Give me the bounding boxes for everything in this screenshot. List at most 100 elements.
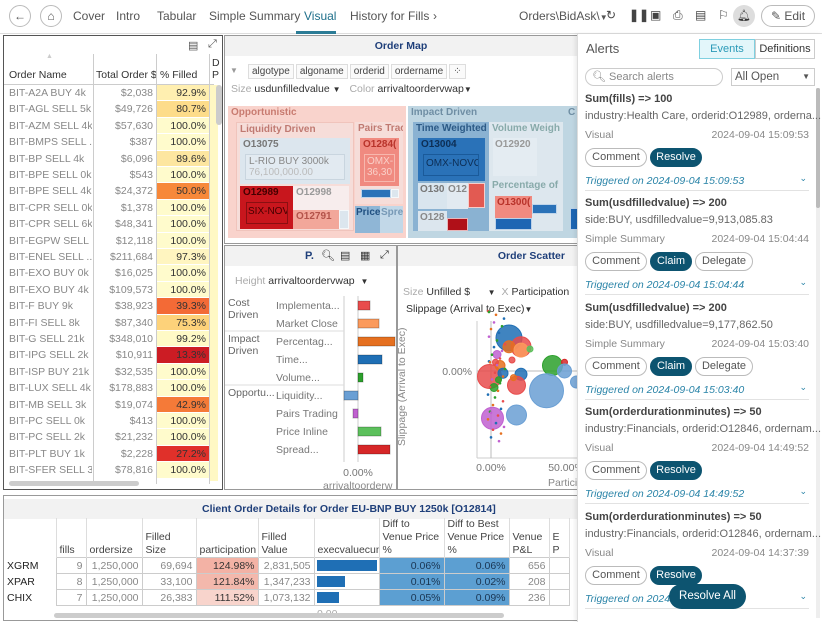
column-header[interactable]: Filled Value: [258, 518, 315, 558]
table-row[interactable]: BIT-A2A BUY 4k $2,038 92.9%: [4, 85, 210, 102]
alerts-scrollbar[interactable]: [816, 88, 820, 208]
comment-button[interactable]: Comment: [585, 357, 647, 376]
pause-icon[interactable]: ❚❚: [629, 8, 650, 22]
excel-export-icon[interactable]: ▤: [188, 40, 199, 52]
scatter-point[interactable]: [497, 367, 509, 379]
scatter-point[interactable]: [508, 356, 516, 364]
delegate-button[interactable]: Delegate: [695, 357, 753, 376]
treemap-node-o1287[interactable]: O128: [418, 211, 447, 231]
excel-export-icon[interactable]: ▤: [340, 250, 351, 262]
table-row[interactable]: BIT-EGPW SELL ... $12,118 100.0%: [4, 232, 210, 249]
snapshot-icon[interactable]: ▣: [650, 8, 662, 22]
scatter-point[interactable]: [495, 376, 502, 384]
comment-button[interactable]: Comment: [585, 252, 647, 271]
scatter-point[interactable]: [492, 345, 496, 349]
scatter-point[interactable]: [526, 345, 534, 353]
chip-algoname[interactable]: algoname: [295, 64, 348, 79]
table-row[interactable]: BIT-PC SELL 0k $413 100.0%: [4, 413, 210, 430]
tab-events[interactable]: Events: [699, 39, 755, 59]
table-row[interactable]: BIT-F BUY 9k $38,923 39.3%: [4, 298, 210, 315]
table-row[interactable]: BIT-BPE SELL 0k $543 100.0%: [4, 167, 210, 184]
scatter-point[interactable]: [570, 375, 579, 389]
size-dropdown[interactable]: Unfilled $ ▼: [426, 286, 496, 298]
scatter-point[interactable]: [495, 339, 499, 342]
horizontal-scrollbar[interactable]: [54, 613, 504, 618]
claim-button[interactable]: Claim: [650, 357, 692, 376]
table-row[interactable]: BIT-AGL SELL 5k $49,726 80.7%: [4, 101, 210, 118]
bar[interactable]: [357, 426, 382, 437]
scatter-point[interactable]: [496, 389, 500, 393]
table-row[interactable]: CHIX 7 1,250,000 26,383 111.52% 1,073,132 0.05…: [4, 589, 570, 606]
table-row[interactable]: BIT-PC SELL 2k $21,232 100.0%: [4, 429, 210, 446]
bar[interactable]: [357, 372, 364, 383]
bar[interactable]: [352, 408, 359, 419]
treemap-node-o13004[interactable]: O13004: [418, 138, 485, 181]
scatter-point[interactable]: [506, 404, 527, 426]
resolve-button[interactable]: Resolve: [650, 461, 702, 480]
bar[interactable]: [357, 336, 396, 347]
treemap-node-o1301[interactable]: O130: [418, 183, 447, 209]
chip-orderid[interactable]: orderid: [349, 64, 389, 79]
tab-definitions[interactable]: Definitions: [755, 39, 815, 59]
treemap-node-o12846[interactable]: O1284(: [360, 138, 399, 186]
scatter-point[interactable]: [502, 340, 516, 354]
scatter-point[interactable]: [488, 385, 492, 389]
scatter-point[interactable]: [498, 381, 502, 385]
treemap-node-o12998[interactable]: O12998: [293, 186, 349, 210]
column-header[interactable]: Diff to Best Venue Price %: [444, 518, 510, 558]
tab-history-for-fills[interactable]: History for Fills: [350, 9, 430, 23]
scatter-point[interactable]: [491, 428, 495, 432]
col-header-total-order[interactable]: Total Order $: [96, 69, 157, 81]
edit-button[interactable]: ✎ Edit: [761, 5, 815, 27]
expand-chevron-icon[interactable]: ⌄: [799, 382, 807, 392]
pdf-export-icon[interactable]: ⎙: [673, 8, 683, 22]
color-dropdown[interactable]: arrivaltoordervwap▼: [377, 83, 472, 95]
bookmark-icon[interactable]: ⚐: [718, 8, 729, 22]
scatter-point[interactable]: [497, 439, 501, 443]
expand-chevron-icon[interactable]: ⌄: [799, 173, 807, 183]
tab-simple-summary[interactable]: Simple Summary: [209, 9, 301, 23]
scatter-point[interactable]: [481, 406, 504, 430]
column-header[interactable]: Venue P&L: [509, 518, 550, 558]
treemap-node-o12920[interactable]: O12920: [493, 138, 537, 176]
search-alerts-input[interactable]: 🔍︎ Search alerts: [585, 68, 723, 86]
excel-export-icon[interactable]: ▤: [695, 8, 707, 22]
home-button[interactable]: ⌂: [40, 5, 62, 27]
scatter-point[interactable]: [486, 393, 490, 396]
maximize-icon[interactable]: ⤢: [380, 249, 389, 261]
comment-button[interactable]: Comment: [585, 148, 647, 167]
scatter-point[interactable]: [499, 432, 503, 435]
scatter-point[interactable]: [489, 436, 493, 439]
treemap-node-o12[interactable]: O12: [447, 183, 468, 209]
expand-chevron-icon[interactable]: ⌄: [799, 591, 807, 601]
scatter-point[interactable]: [513, 342, 529, 358]
scatter-point[interactable]: [502, 425, 506, 429]
col-header-pct-filled[interactable]: % Filled: [160, 69, 198, 81]
scatter-point[interactable]: [495, 363, 499, 367]
scatter-point[interactable]: [489, 383, 499, 392]
workbook-dropdown[interactable]: Orders\BidAsk\▼: [519, 9, 608, 23]
resolve-all-button[interactable]: Resolve All: [669, 584, 746, 609]
table-row[interactable]: BIT-BPE SELL 4k $24,372 50.0%: [4, 183, 210, 200]
table-row[interactable]: BIT-FI SELL 8k $87,340 75.3%: [4, 314, 210, 331]
scatter-point[interactable]: [501, 375, 505, 378]
scatter-dots-icon[interactable]: ⁘: [449, 64, 466, 79]
expand-chevron-icon[interactable]: ⌄: [799, 277, 807, 287]
treemap-node-lrio[interactable]: L-RIO BUY 3000k 76,100,000.00: [245, 154, 345, 180]
scatter-point[interactable]: [500, 349, 504, 353]
height-dropdown[interactable]: arrivaltoordervwap ▼: [268, 275, 369, 287]
column-header[interactable]: fills: [56, 518, 87, 558]
tab-cover[interactable]: Cover: [73, 9, 106, 23]
col-header-partial[interactable]: D P: [212, 57, 220, 81]
scatter-point[interactable]: [487, 335, 491, 338]
resolve-button[interactable]: Resolve: [650, 148, 702, 167]
search-icon[interactable]: 🔍︎: [321, 250, 335, 262]
table-row[interactable]: BIT-ISP BUY 21k $32,535 100.0%: [4, 363, 210, 381]
table-row[interactable]: BIT-IPG SELL 2k $10,911 13.3%: [4, 347, 210, 364]
treemap-group-spread[interactable]: Spre: [380, 206, 403, 233]
bar[interactable]: [357, 318, 380, 329]
treemap-node-o13008[interactable]: O1300(: [495, 196, 532, 218]
treemap-group-third[interactable]: C: [566, 106, 577, 238]
horizontal-scrollbar[interactable]: [9, 481, 139, 486]
treemap-node-o12791[interactable]: O12791: [293, 210, 339, 229]
